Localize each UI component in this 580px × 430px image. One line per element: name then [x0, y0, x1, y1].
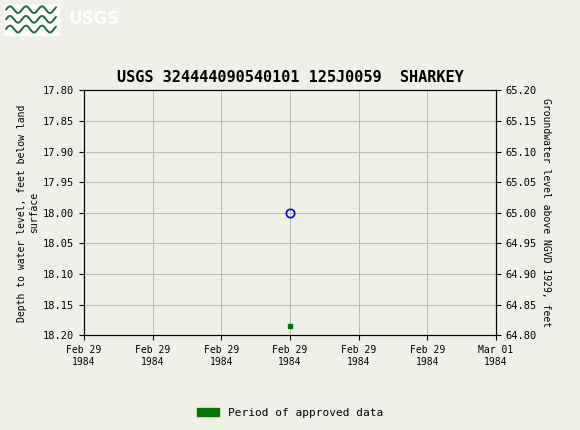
Bar	[4, 4, 59, 35]
Legend: Period of approved data: Period of approved data	[193, 403, 387, 422]
Y-axis label: Groundwater level above NGVD 1929, feet: Groundwater level above NGVD 1929, feet	[541, 98, 551, 327]
Text: USGS: USGS	[68, 10, 119, 28]
Title: USGS 324444090540101 125J0059  SHARKEY: USGS 324444090540101 125J0059 SHARKEY	[117, 70, 463, 85]
Y-axis label: Depth to water level, feet below land
surface: Depth to water level, feet below land su…	[17, 104, 39, 322]
